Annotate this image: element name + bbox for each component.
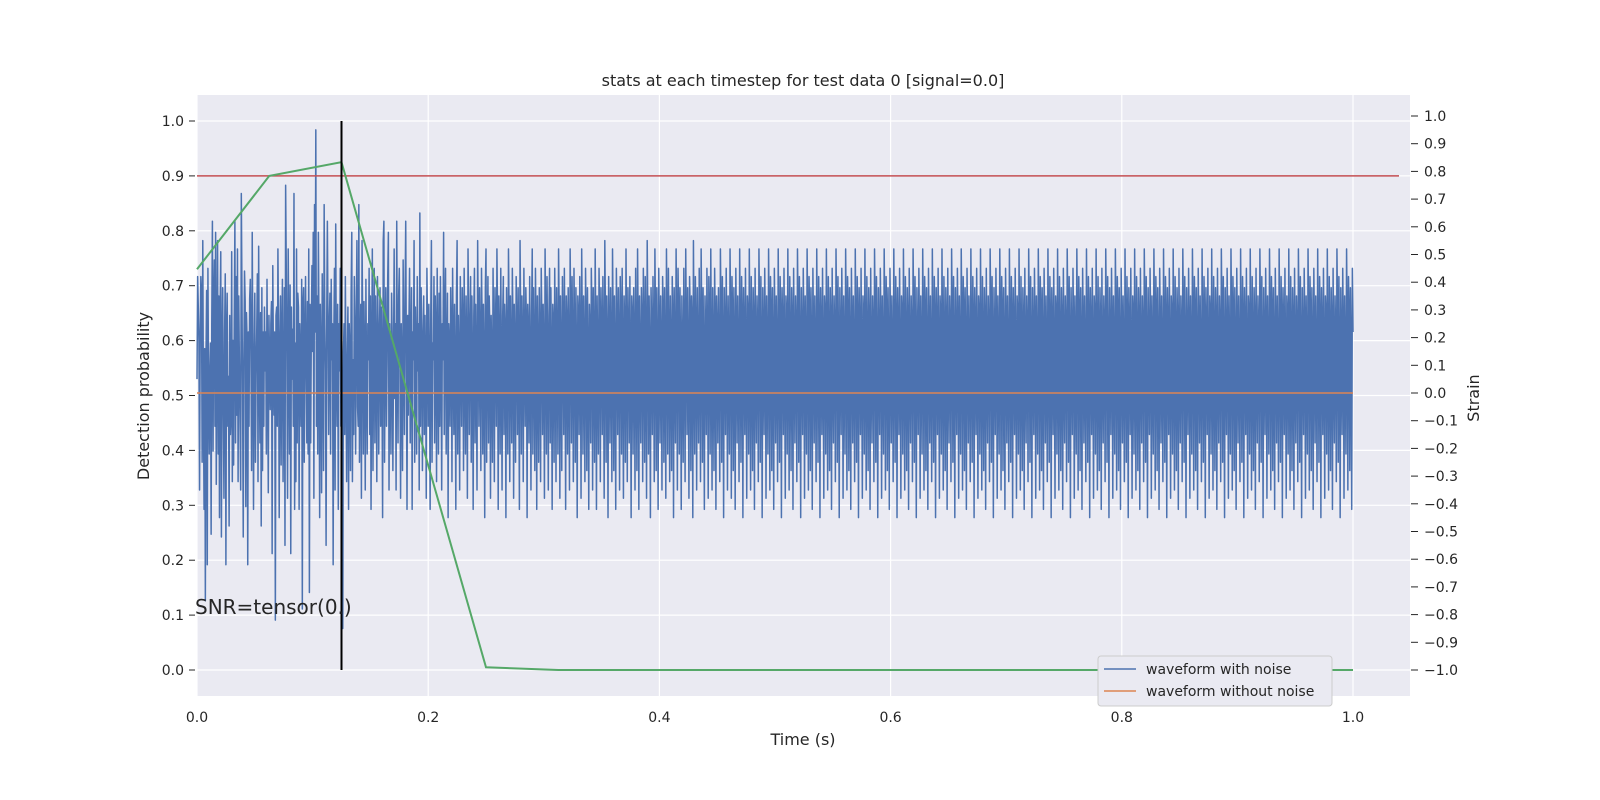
y2-tick-label: −0.6 (1424, 552, 1458, 568)
y-tick-label: 0.1 (162, 608, 184, 624)
x-tick-label: 0.0 (186, 710, 208, 726)
y2-tick-label: 0.0 (1424, 386, 1446, 402)
chart-title: stats at each timestep for test data 0 [… (602, 71, 1005, 90)
y2-tick-label: −0.4 (1424, 497, 1458, 513)
y-tick-label: 0.6 (162, 334, 184, 350)
y-tick-label: 0.3 (162, 498, 184, 514)
y2-tick-label: 0.1 (1424, 358, 1446, 374)
y-tick-label: 0.7 (162, 279, 184, 295)
x-tick-label: 0.4 (648, 710, 670, 726)
snr-annotation: SNR=tensor(0.) (195, 595, 352, 619)
y2-tick-label: −0.9 (1424, 635, 1458, 651)
y2-tick-label: 1.0 (1424, 109, 1446, 125)
x-tick-label: 0.6 (879, 710, 901, 726)
legend: waveform with noise waveform without noi… (1097, 655, 1333, 707)
y2-tick-label: −0.8 (1424, 608, 1458, 624)
y2-tick-label: 0.5 (1424, 248, 1446, 264)
y2-tick-label: 0.3 (1424, 303, 1446, 319)
y2-tick-label: 0.4 (1424, 275, 1446, 291)
y2-tick-label: −1.0 (1424, 663, 1458, 679)
y2-tick-label: −0.3 (1424, 469, 1458, 485)
y-tick-label: 0.2 (162, 553, 184, 569)
y-tick-label: 1.0 (162, 114, 184, 130)
x-tick-label: 0.8 (1111, 710, 1133, 726)
axes-layer: 0.0 0.2 0.4 0.6 0.8 1.0 0.0 0.1 0.2 0.3 0.4 0.5 0.6 0… (162, 109, 1458, 726)
y-tick-label: 0.5 (162, 389, 184, 405)
y-axis-label: Detection probability (134, 312, 153, 480)
y2-tick-label: 0.8 (1424, 164, 1446, 180)
y2-tick-label: 0.9 (1424, 137, 1446, 153)
series-waveform-with-noise (196, 129, 1354, 630)
legend-box (1097, 655, 1333, 707)
y-tick-label: 0.0 (162, 663, 184, 679)
y-tick-label: 0.9 (162, 169, 184, 185)
y2-tick-label: 0.7 (1424, 192, 1446, 208)
y2-axis-label: Strain (1464, 374, 1483, 421)
y2-tick-label: −0.5 (1424, 525, 1458, 541)
x-tick-label: 0.2 (417, 710, 439, 726)
y2-tick-label: 0.2 (1424, 331, 1446, 347)
x-tick-label: 1.0 (1342, 710, 1364, 726)
y-tick-label: 0.8 (162, 224, 184, 240)
y-tick-label: 0.4 (162, 443, 184, 459)
y2-tick-label: −0.1 (1424, 414, 1458, 430)
y2-tick-label: −0.7 (1424, 580, 1458, 596)
legend-label-noise: waveform with noise (1146, 662, 1291, 678)
x-axis-label: Time (s) (769, 730, 835, 749)
y2-tick-label: −0.2 (1424, 441, 1458, 457)
legend-label-clean: waveform without noise (1146, 684, 1314, 700)
y2-tick-label: 0.6 (1424, 220, 1446, 236)
